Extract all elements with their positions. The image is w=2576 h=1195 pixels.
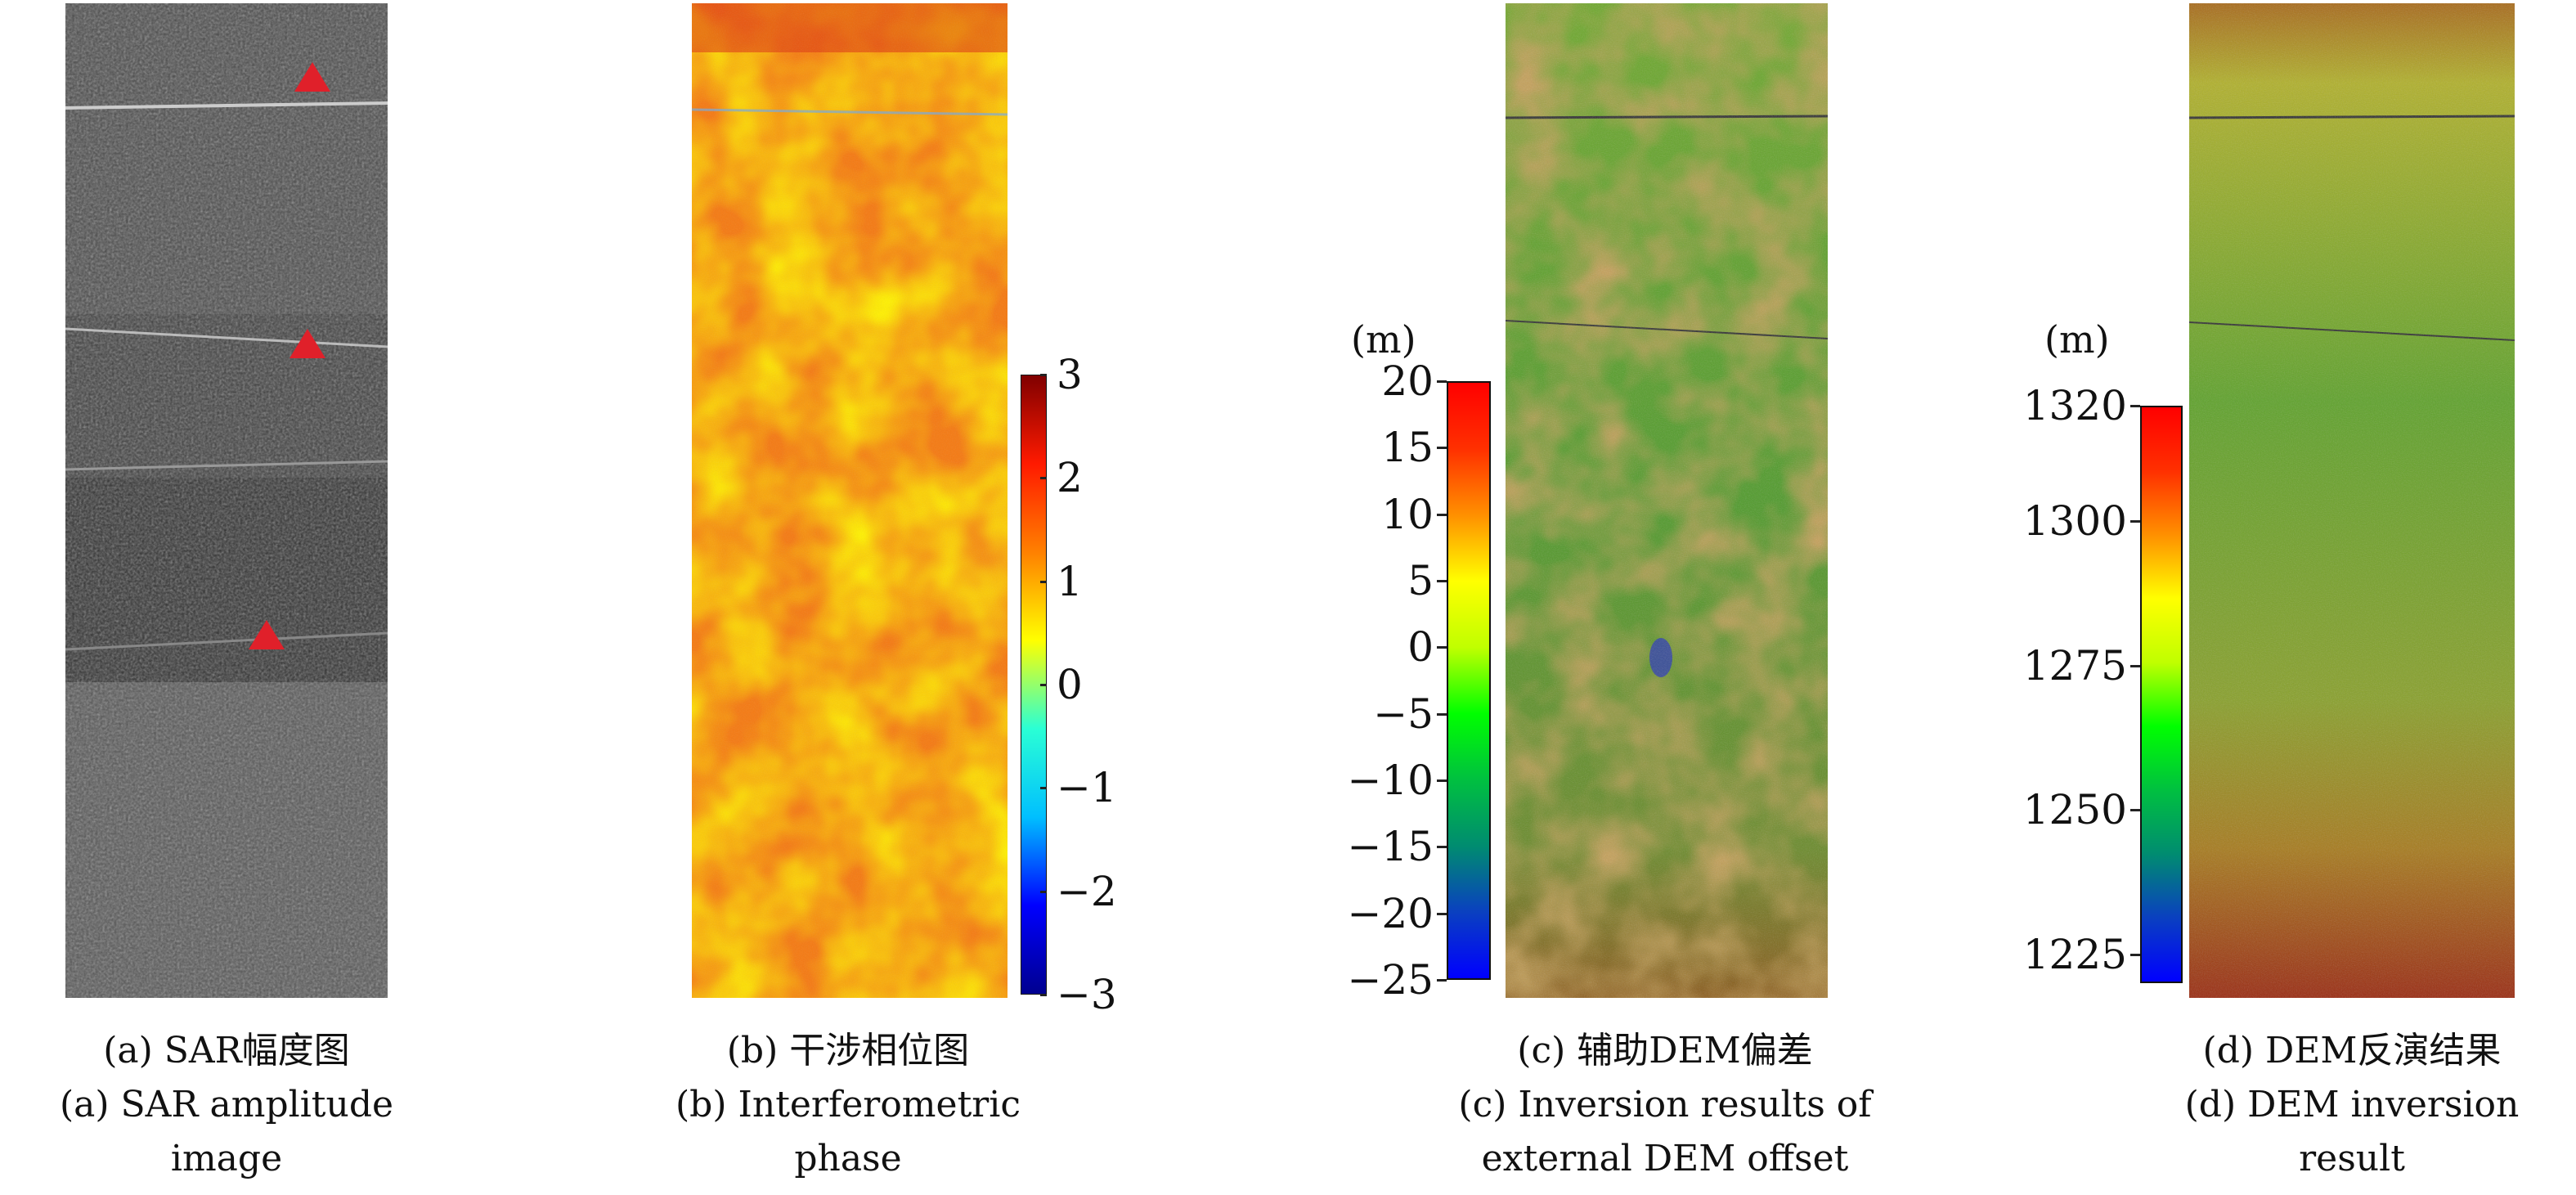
colorbar-tick xyxy=(1040,374,1047,376)
colorbar-tick xyxy=(1437,912,1447,915)
colorbar-tick-label: −25 xyxy=(1347,956,1434,1004)
colorbar-tick-label: −10 xyxy=(1347,757,1434,804)
colorbar-tick-label: 10 xyxy=(1381,490,1434,538)
caption-zh: (a) SAR幅度图 xyxy=(103,1030,350,1071)
colorbar-tick-label: 0 xyxy=(1057,661,1083,708)
colorbar-tick-label: −15 xyxy=(1347,823,1434,871)
colorbar-tick-label: 3 xyxy=(1057,351,1083,398)
colorbar-tick xyxy=(1437,979,1447,982)
colorbar-tick xyxy=(1437,447,1447,450)
colorbar-tick-label: 5 xyxy=(1407,557,1434,604)
colorbar-tick xyxy=(1040,477,1047,480)
caption-en: phase xyxy=(794,1138,902,1179)
caption-en: external DEM offset xyxy=(1481,1138,1849,1179)
colorbar-tick xyxy=(2130,809,2140,812)
colorbar-tick-label: −1 xyxy=(1057,764,1117,812)
marker-triangle xyxy=(249,620,285,649)
colorbar-tick xyxy=(1040,994,1047,996)
colorbar-tick xyxy=(2130,953,2140,956)
colorbar-tick xyxy=(1437,846,1447,849)
colorbar-tick-label: 1320 xyxy=(2022,382,2127,429)
colorbar-tick-label: 20 xyxy=(1381,357,1434,405)
colorbar-tick xyxy=(2130,405,2140,407)
colorbar-tick-label: 1225 xyxy=(2022,930,2127,978)
colorbar-dem-height xyxy=(2140,406,2183,983)
sar-amplitude-image xyxy=(65,3,388,998)
caption-en: result xyxy=(2299,1138,2405,1179)
dem-offset-image xyxy=(1506,3,1828,998)
caption-en: image xyxy=(170,1138,283,1179)
caption-zh: (c) 辅助DEM偏差 xyxy=(1517,1030,1813,1071)
caption-en: (d) DEM inversion xyxy=(2184,1084,2520,1125)
marker-triangle xyxy=(294,62,330,92)
colorbar-tick-label: 0 xyxy=(1407,623,1434,672)
caption-b: (b) 干涉相位图 (b) Interferometric phase xyxy=(562,1024,1134,1186)
colorbar-unit-d: (m) xyxy=(2044,317,2110,362)
colorbar-tick xyxy=(1040,684,1047,686)
colorbar-tick xyxy=(1040,787,1047,790)
colorbar-tick xyxy=(1437,779,1447,782)
colorbar-tick-label: −3 xyxy=(1057,971,1117,1018)
colorbar-dem-offset xyxy=(1447,381,1491,980)
colorbar-tick-label: −20 xyxy=(1347,889,1434,937)
colorbar-tick xyxy=(1040,890,1047,893)
colorbar-unit-c: (m) xyxy=(1351,317,1416,362)
caption-a: (a) SAR幅度图 (a) SAR amplitude image xyxy=(0,1024,513,1186)
colorbar-tick-label: 15 xyxy=(1381,424,1434,472)
dem-inversion-image xyxy=(2189,3,2515,998)
colorbar-tick-label: −2 xyxy=(1057,867,1117,915)
colorbar-tick-label: 1250 xyxy=(2022,786,2127,834)
colorbar-tick xyxy=(2130,520,2140,523)
colorbar-tick-label: 1300 xyxy=(2022,497,2127,546)
caption-en: (c) Inversion results of xyxy=(1458,1084,1872,1125)
colorbar-tick xyxy=(1437,513,1447,516)
colorbar-tick-label: 2 xyxy=(1057,454,1083,502)
caption-zh: (d) DEM反演结果 xyxy=(2202,1030,2502,1071)
caption-zh: (b) 干涉相位图 xyxy=(726,1030,970,1071)
colorbar-tick xyxy=(1437,380,1447,383)
caption-en: (a) SAR amplitude xyxy=(59,1084,394,1125)
marker-triangle xyxy=(289,329,325,358)
colorbar-tick xyxy=(1437,712,1447,716)
colorbar-tick xyxy=(1437,580,1447,582)
interferometric-phase-image xyxy=(692,3,1008,998)
colorbar-tick-label: 1 xyxy=(1057,557,1083,605)
colorbar-tick-label: 1275 xyxy=(2022,641,2127,690)
colorbar-tick xyxy=(1437,646,1447,649)
caption-en: (b) Interferometric xyxy=(675,1084,1021,1125)
colorbar-tick xyxy=(1040,580,1047,583)
colorbar-tick-label: −5 xyxy=(1373,690,1434,738)
colorbar-tick xyxy=(2130,664,2140,667)
caption-d: (d) DEM反演结果 (d) DEM inversion result xyxy=(2066,1024,2576,1186)
caption-c: (c) 辅助DEM偏差 (c) Inversion results of ext… xyxy=(1379,1024,1951,1186)
